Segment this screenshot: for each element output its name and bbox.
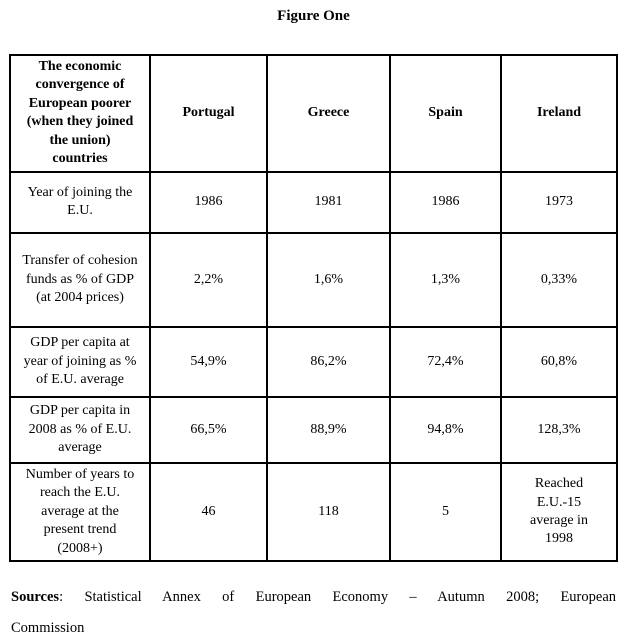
value-cell: 118	[266, 461, 391, 563]
table-row-cohesion-funds: Transfer of cohesion funds as % of GDP (…	[9, 231, 618, 328]
column-header-portugal: Portugal	[149, 54, 268, 173]
table-row-year-of-joining: Year of joining the E.U. 1986 1981 1986 …	[9, 170, 618, 234]
row-label-gdp-2008: GDP per capita in 2008 as % of E.U. aver…	[9, 395, 151, 464]
value-cell: 1986	[149, 170, 268, 234]
value-cell: 66,5%	[149, 395, 268, 464]
sources-line-2: Commission	[11, 620, 85, 637]
value-cell: 0,33%	[500, 231, 618, 328]
figure-title: Figure One	[277, 8, 350, 24]
table-row-gdp-at-joining: GDP per capita at year of joining as % o…	[9, 325, 618, 398]
value-cell: 5	[389, 461, 502, 563]
value-cell: 54,9%	[149, 325, 268, 398]
value-cell: 88,9%	[266, 395, 391, 464]
convergence-table: The economic convergence of European poo…	[9, 54, 618, 563]
sources-line-1: Sources: Statistical Annex of European E…	[11, 587, 616, 607]
value-cell: 1986	[389, 170, 502, 234]
table-header-row: The economic convergence of European poo…	[9, 54, 618, 173]
value-cell: Reached E.U.-15 average in 1998	[500, 461, 618, 563]
value-cell: 1973	[500, 170, 618, 234]
value-cell: 1981	[266, 170, 391, 234]
value-cell: 46	[149, 461, 268, 563]
table-row-gdp-2008: GDP per capita in 2008 as % of E.U. aver…	[9, 395, 618, 464]
value-cell: 60,8%	[500, 325, 618, 398]
value-cell: 1,6%	[266, 231, 391, 328]
value-cell: 86,2%	[266, 325, 391, 398]
sources-text: : Statistical Annex of European Economy …	[59, 589, 616, 606]
value-cell: 72,4%	[389, 325, 502, 398]
table-row-years-to-reach: Number of years to reach the E.U. averag…	[9, 461, 618, 563]
row-label-cohesion-funds: Transfer of cohesion funds as % of GDP (…	[9, 231, 151, 328]
row-label-gdp-at-joining: GDP per capita at year of joining as % o…	[9, 325, 151, 398]
value-cell: 1,3%	[389, 231, 502, 328]
column-header-ireland: Ireland	[500, 54, 618, 173]
column-header-spain: Spain	[389, 54, 502, 173]
sources-note: Sources: Statistical Annex of European E…	[11, 587, 616, 638]
sources-label: Sources	[11, 589, 60, 606]
table-corner-header: The economic convergence of European poo…	[9, 54, 151, 173]
value-cell: 94,8%	[389, 395, 502, 464]
column-header-greece: Greece	[266, 54, 391, 173]
row-label-years-to-reach: Number of years to reach the E.U. averag…	[9, 461, 151, 563]
value-cell: 2,2%	[149, 231, 268, 328]
value-cell: 128,3%	[500, 395, 618, 464]
row-label-year-of-joining: Year of joining the E.U.	[9, 170, 151, 234]
